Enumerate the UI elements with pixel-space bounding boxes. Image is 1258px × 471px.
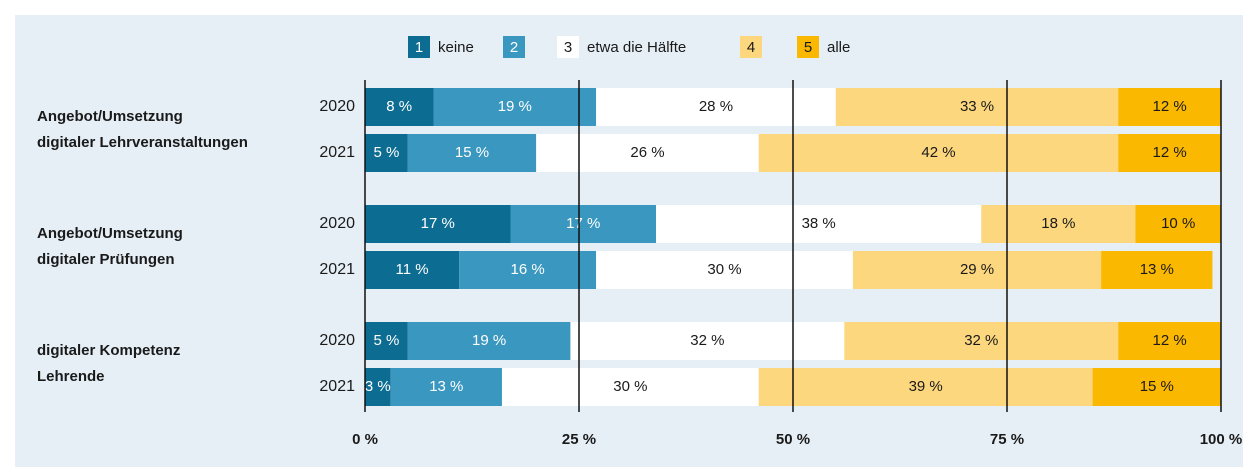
- value-label: 30 %: [707, 261, 741, 278]
- bar-segment: [596, 251, 853, 289]
- value-label: 13 %: [429, 378, 463, 395]
- value-label: 12 %: [1153, 144, 1187, 161]
- bar-segment: [844, 322, 1119, 360]
- value-label: 12 %: [1153, 332, 1187, 349]
- y-tick-label: 2021: [319, 144, 355, 161]
- legend-swatch: [557, 36, 579, 58]
- bar-segment: [1135, 205, 1221, 243]
- value-label: 11 %: [396, 261, 429, 278]
- x-tick-label: 75 %: [990, 431, 1024, 448]
- bar-segment: [365, 88, 434, 126]
- value-label: 12 %: [1153, 98, 1187, 115]
- value-label: 19 %: [472, 332, 506, 349]
- bar-segment: [365, 205, 511, 243]
- legend-key: 5: [804, 39, 812, 56]
- bar-segment: [1101, 251, 1213, 289]
- legend-swatch: [797, 36, 819, 58]
- y-tick-label: 2020: [319, 215, 355, 232]
- value-label: 32 %: [964, 332, 998, 349]
- legend-label: keine: [438, 39, 474, 56]
- legend-swatch: [408, 36, 430, 58]
- value-label: 30 %: [613, 378, 647, 395]
- y-tick-label: 2020: [319, 332, 355, 349]
- bar-segment: [510, 205, 657, 243]
- legend-key: 3: [564, 39, 572, 56]
- legend-key: 1: [415, 39, 423, 56]
- bar-segment: [365, 251, 460, 289]
- value-label: 5 %: [373, 144, 399, 161]
- value-label: 33 %: [960, 98, 994, 115]
- y-tick-label: 2021: [319, 378, 355, 395]
- bar-segment: [596, 88, 836, 126]
- value-label: 29 %: [960, 261, 994, 278]
- legend-swatch: [503, 36, 525, 58]
- bar-segment: [570, 322, 845, 360]
- value-label: 18 %: [1041, 215, 1075, 232]
- group-label: digitaler Lehrveranstaltungen: [37, 134, 248, 151]
- value-label: 28 %: [699, 98, 733, 115]
- value-label: 10 %: [1161, 215, 1195, 232]
- value-label: 17 %: [566, 215, 600, 232]
- value-label: 26 %: [630, 144, 664, 161]
- value-label: 39 %: [909, 378, 943, 395]
- value-label: 17 %: [421, 215, 455, 232]
- bar-segment: [365, 134, 408, 172]
- bar-segment: [390, 368, 502, 406]
- bar-segment: [835, 88, 1119, 126]
- bar-segment: [656, 205, 982, 243]
- value-label: 16 %: [511, 261, 545, 278]
- value-label: 15 %: [1140, 378, 1174, 395]
- bar-segment: [536, 134, 759, 172]
- x-tick-label: 25 %: [562, 431, 596, 448]
- bar-segment: [407, 322, 571, 360]
- bar-segment: [365, 322, 408, 360]
- legend-key: 4: [747, 39, 755, 56]
- y-tick-label: 2020: [319, 98, 355, 115]
- bar-segment: [501, 368, 759, 406]
- bar-segment: [433, 88, 597, 126]
- legend-label: alle: [827, 39, 850, 56]
- value-label: 8 %: [386, 98, 412, 115]
- value-label: 32 %: [690, 332, 724, 349]
- bar-segment: [1118, 134, 1221, 172]
- legend-swatch: [740, 36, 762, 58]
- value-label: 15 %: [455, 144, 489, 161]
- bar-segment: [1092, 368, 1221, 406]
- group-label: Lehrende: [37, 368, 105, 385]
- value-label: 38 %: [802, 215, 836, 232]
- bar-segment: [1118, 322, 1221, 360]
- x-tick-label: 50 %: [776, 431, 810, 448]
- legend-label: etwa die Hälfte: [587, 39, 686, 56]
- value-label: 19 %: [498, 98, 532, 115]
- bar-segment: [1118, 88, 1221, 126]
- group-label: digitaler Kompetenz: [37, 342, 180, 359]
- group-label: Angebot/Umsetzung: [37, 225, 183, 242]
- value-label: 3 %: [365, 378, 391, 395]
- value-label: 13 %: [1140, 261, 1174, 278]
- group-label: digitaler Prüfungen: [37, 251, 175, 268]
- bar-segment: [459, 251, 597, 289]
- value-label: 42 %: [921, 144, 955, 161]
- bar-segment: [852, 251, 1102, 289]
- value-label: 5 %: [373, 332, 399, 349]
- legend-key: 2: [510, 39, 518, 56]
- bar-segment: [407, 134, 537, 172]
- x-tick-label: 0 %: [352, 431, 378, 448]
- bar-segment: [758, 134, 1119, 172]
- bar-segment: [365, 368, 391, 406]
- bar-segment: [758, 368, 1093, 406]
- y-tick-label: 2021: [319, 261, 355, 278]
- group-label: Angebot/Umsetzung: [37, 108, 183, 125]
- x-tick-label: 100 %: [1200, 431, 1243, 448]
